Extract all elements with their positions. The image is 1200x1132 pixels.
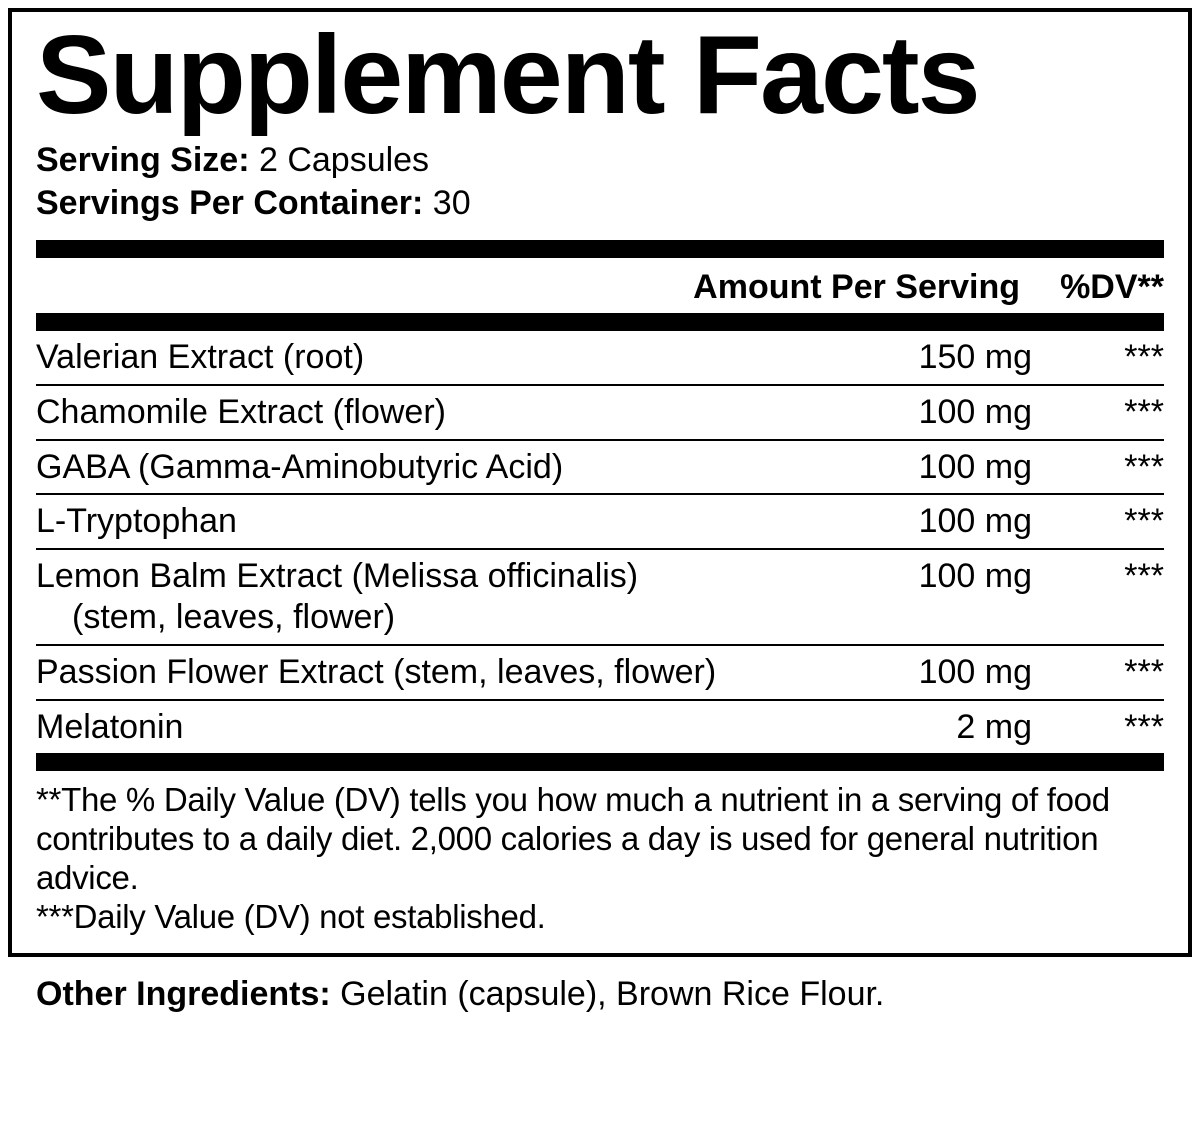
ingredient-name: Valerian Extract (root)	[36, 337, 860, 378]
ingredient-amount: 100 mg	[872, 556, 1032, 597]
ingredient-row: Lemon Balm Extract (Melissa officinalis)…	[36, 548, 1164, 644]
divider-bar	[36, 313, 1164, 331]
serving-size-value: 2 Capsules	[250, 141, 430, 179]
ingredient-amount: 100 mg	[872, 501, 1032, 542]
table-header-row: Amount Per Serving %DV**	[36, 258, 1164, 313]
divider-bar	[36, 753, 1164, 771]
ingredient-row: Valerian Extract (root) 150 mg ***	[36, 331, 1164, 384]
panel-title: Supplement Facts	[36, 12, 1187, 135]
servings-per-container-value: 30	[423, 184, 470, 222]
ingredient-name: Chamomile Extract (flower)	[36, 392, 860, 433]
ingredient-amount: 100 mg	[872, 652, 1032, 693]
ingredient-dv: ***	[1044, 652, 1164, 693]
ingredient-amount: 2 mg	[872, 707, 1032, 748]
other-ingredients: Other Ingredients: Gelatin (capsule), Br…	[8, 957, 1192, 1014]
amount-per-serving-header: Amount Per Serving	[693, 268, 1020, 307]
ingredient-name: Passion Flower Extract (stem, leaves, fl…	[36, 652, 860, 693]
ingredient-row: L-Tryptophan 100 mg ***	[36, 493, 1164, 548]
ingredients-table: Valerian Extract (root)150 mg***Chamomil…	[36, 331, 1164, 753]
ingredient-row: GABA (Gamma-Aminobutyric Acid) 100 mg ***	[36, 439, 1164, 494]
ingredient-name: L-Tryptophan	[36, 501, 860, 542]
ingredient-dv: ***	[1044, 501, 1164, 542]
other-ingredients-value: Gelatin (capsule), Brown Rice Flour.	[331, 975, 885, 1013]
supplement-facts-panel: Supplement Facts Serving Size: 2 Capsule…	[8, 8, 1192, 957]
divider-bar	[36, 240, 1164, 258]
ingredient-amount: 150 mg	[872, 337, 1032, 378]
ingredient-row: Chamomile Extract (flower) 100 mg ***	[36, 384, 1164, 439]
serving-size-label: Serving Size:	[36, 141, 250, 179]
ingredient-dv: ***	[1044, 447, 1164, 488]
other-ingredients-label: Other Ingredients:	[36, 975, 331, 1013]
serving-block: Serving Size: 2 Capsules Servings Per Co…	[36, 135, 1164, 240]
dv-footnote: **The % Daily Value (DV) tells you how m…	[36, 781, 1164, 898]
ingredient-name: GABA (Gamma-Aminobutyric Acid)	[36, 447, 860, 488]
ingredient-dv: ***	[1044, 707, 1164, 748]
ingredient-row: Melatonin 2 mg ***	[36, 699, 1164, 754]
ingredient-dv: ***	[1044, 392, 1164, 433]
servings-per-container-line: Servings Per Container: 30	[36, 182, 1164, 225]
footnotes: **The % Daily Value (DV) tells you how m…	[36, 771, 1164, 937]
ingredient-amount: 100 mg	[872, 392, 1032, 433]
ingredient-name: Lemon Balm Extract (Melissa officinalis)…	[36, 556, 860, 638]
ingredient-dv: ***	[1044, 337, 1164, 378]
serving-size-line: Serving Size: 2 Capsules	[36, 139, 1164, 182]
ingredient-dv: ***	[1044, 556, 1164, 597]
ingredient-row: Passion Flower Extract (stem, leaves, fl…	[36, 644, 1164, 699]
not-established-footnote: ***Daily Value (DV) not established.	[36, 898, 1164, 937]
percent-dv-header: %DV**	[1044, 268, 1164, 307]
servings-per-container-label: Servings Per Container:	[36, 184, 423, 222]
ingredient-name: Melatonin	[36, 707, 860, 748]
ingredient-amount: 100 mg	[872, 447, 1032, 488]
